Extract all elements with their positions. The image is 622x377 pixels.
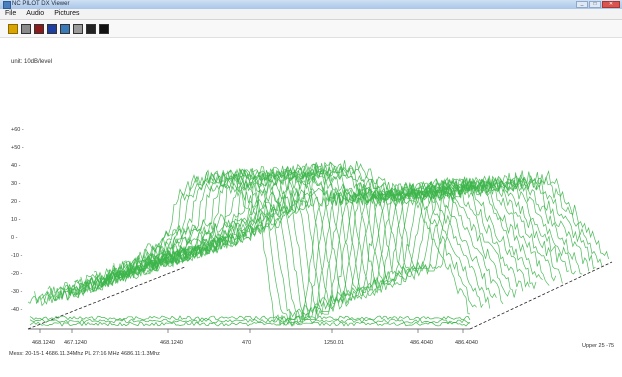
waterfall-trace: [60, 168, 504, 313]
settings-icon[interactable]: [60, 23, 70, 34]
minimize-button[interactable]: _: [576, 1, 588, 8]
waterfall-trace: [40, 170, 484, 320]
y-tick-label: 30 -: [11, 181, 21, 187]
unit-label: unit: 10dB/level: [11, 59, 53, 65]
x-tick-label: 470: [242, 340, 251, 346]
y-tick-label: 20 -: [11, 199, 21, 205]
noise-floor-trace: [29, 318, 471, 324]
waterfall-trace: [126, 165, 570, 286]
y-tick-label: -30 -: [11, 289, 22, 295]
open-folder-icon[interactable]: [8, 23, 18, 34]
depth-axis-right: [469, 261, 613, 330]
y-tick-label: 10 -: [11, 217, 21, 223]
x-tick-label: 468.1240: [160, 340, 183, 346]
export-icon[interactable]: [99, 23, 109, 34]
waterfall-trace: [80, 168, 524, 305]
menu-file[interactable]: File: [5, 10, 17, 17]
y-tick-label: +60 -: [11, 127, 24, 133]
zoom-label: Upper 25 -75: [582, 343, 615, 349]
x-tick-label: 468.1240: [32, 340, 55, 346]
maximize-button[interactable]: □: [589, 1, 601, 8]
y-tick-label: -10 -: [11, 253, 22, 259]
menu-bar: File Audio Pictures: [0, 9, 622, 20]
noise-floor-trace: [29, 321, 471, 327]
spectrum-waterfall-plot: +60 - +50 - 40 - 30 - 20 - 10 - 0 - -10 - -20 - -…: [11, 127, 613, 346]
toolbar: [0, 20, 622, 38]
waterfall-trace: [87, 166, 530, 302]
y-tick-label: -20 -: [11, 271, 22, 277]
waterfall-trace: [54, 168, 497, 316]
spectrum-icon[interactable]: [47, 23, 57, 34]
noise-floor-trace: [29, 315, 471, 321]
window-title: NC PILOT DX Viewer: [12, 1, 70, 7]
menu-pictures[interactable]: Pictures: [54, 10, 80, 17]
close-button[interactable]: ✕: [602, 1, 620, 8]
status-text: Mess: 20-15-1 4686.11.34Mhz PL 27:16 MHz…: [9, 351, 160, 357]
y-tick-label: +50 -: [11, 145, 24, 151]
y-tick-label: 40 -: [11, 163, 21, 169]
menu-audio[interactable]: Audio: [26, 10, 45, 17]
waterfall-trace: [106, 165, 550, 294]
waterfall-trace: [27, 169, 471, 327]
window-controls: _ □ ✕: [576, 1, 620, 8]
app-icon: [3, 1, 11, 9]
waterfall-icon[interactable]: [86, 23, 96, 34]
record-icon[interactable]: [34, 23, 44, 34]
x-tick-label: 467.1240: [64, 340, 87, 346]
waterfall-trace: [139, 162, 583, 281]
stop-icon[interactable]: [21, 23, 31, 34]
x-tick-label: 486.4040: [455, 340, 478, 346]
grid-icon[interactable]: [73, 23, 83, 34]
waterfall-trace: [67, 167, 510, 310]
depth-axis-left: [27, 266, 186, 330]
x-tick-label: 486.4040: [410, 340, 433, 346]
y-tick-label: -40 -: [11, 307, 22, 313]
y-tick-label: 0 -: [11, 235, 18, 241]
x-tick-label: 1250.01: [324, 340, 344, 346]
